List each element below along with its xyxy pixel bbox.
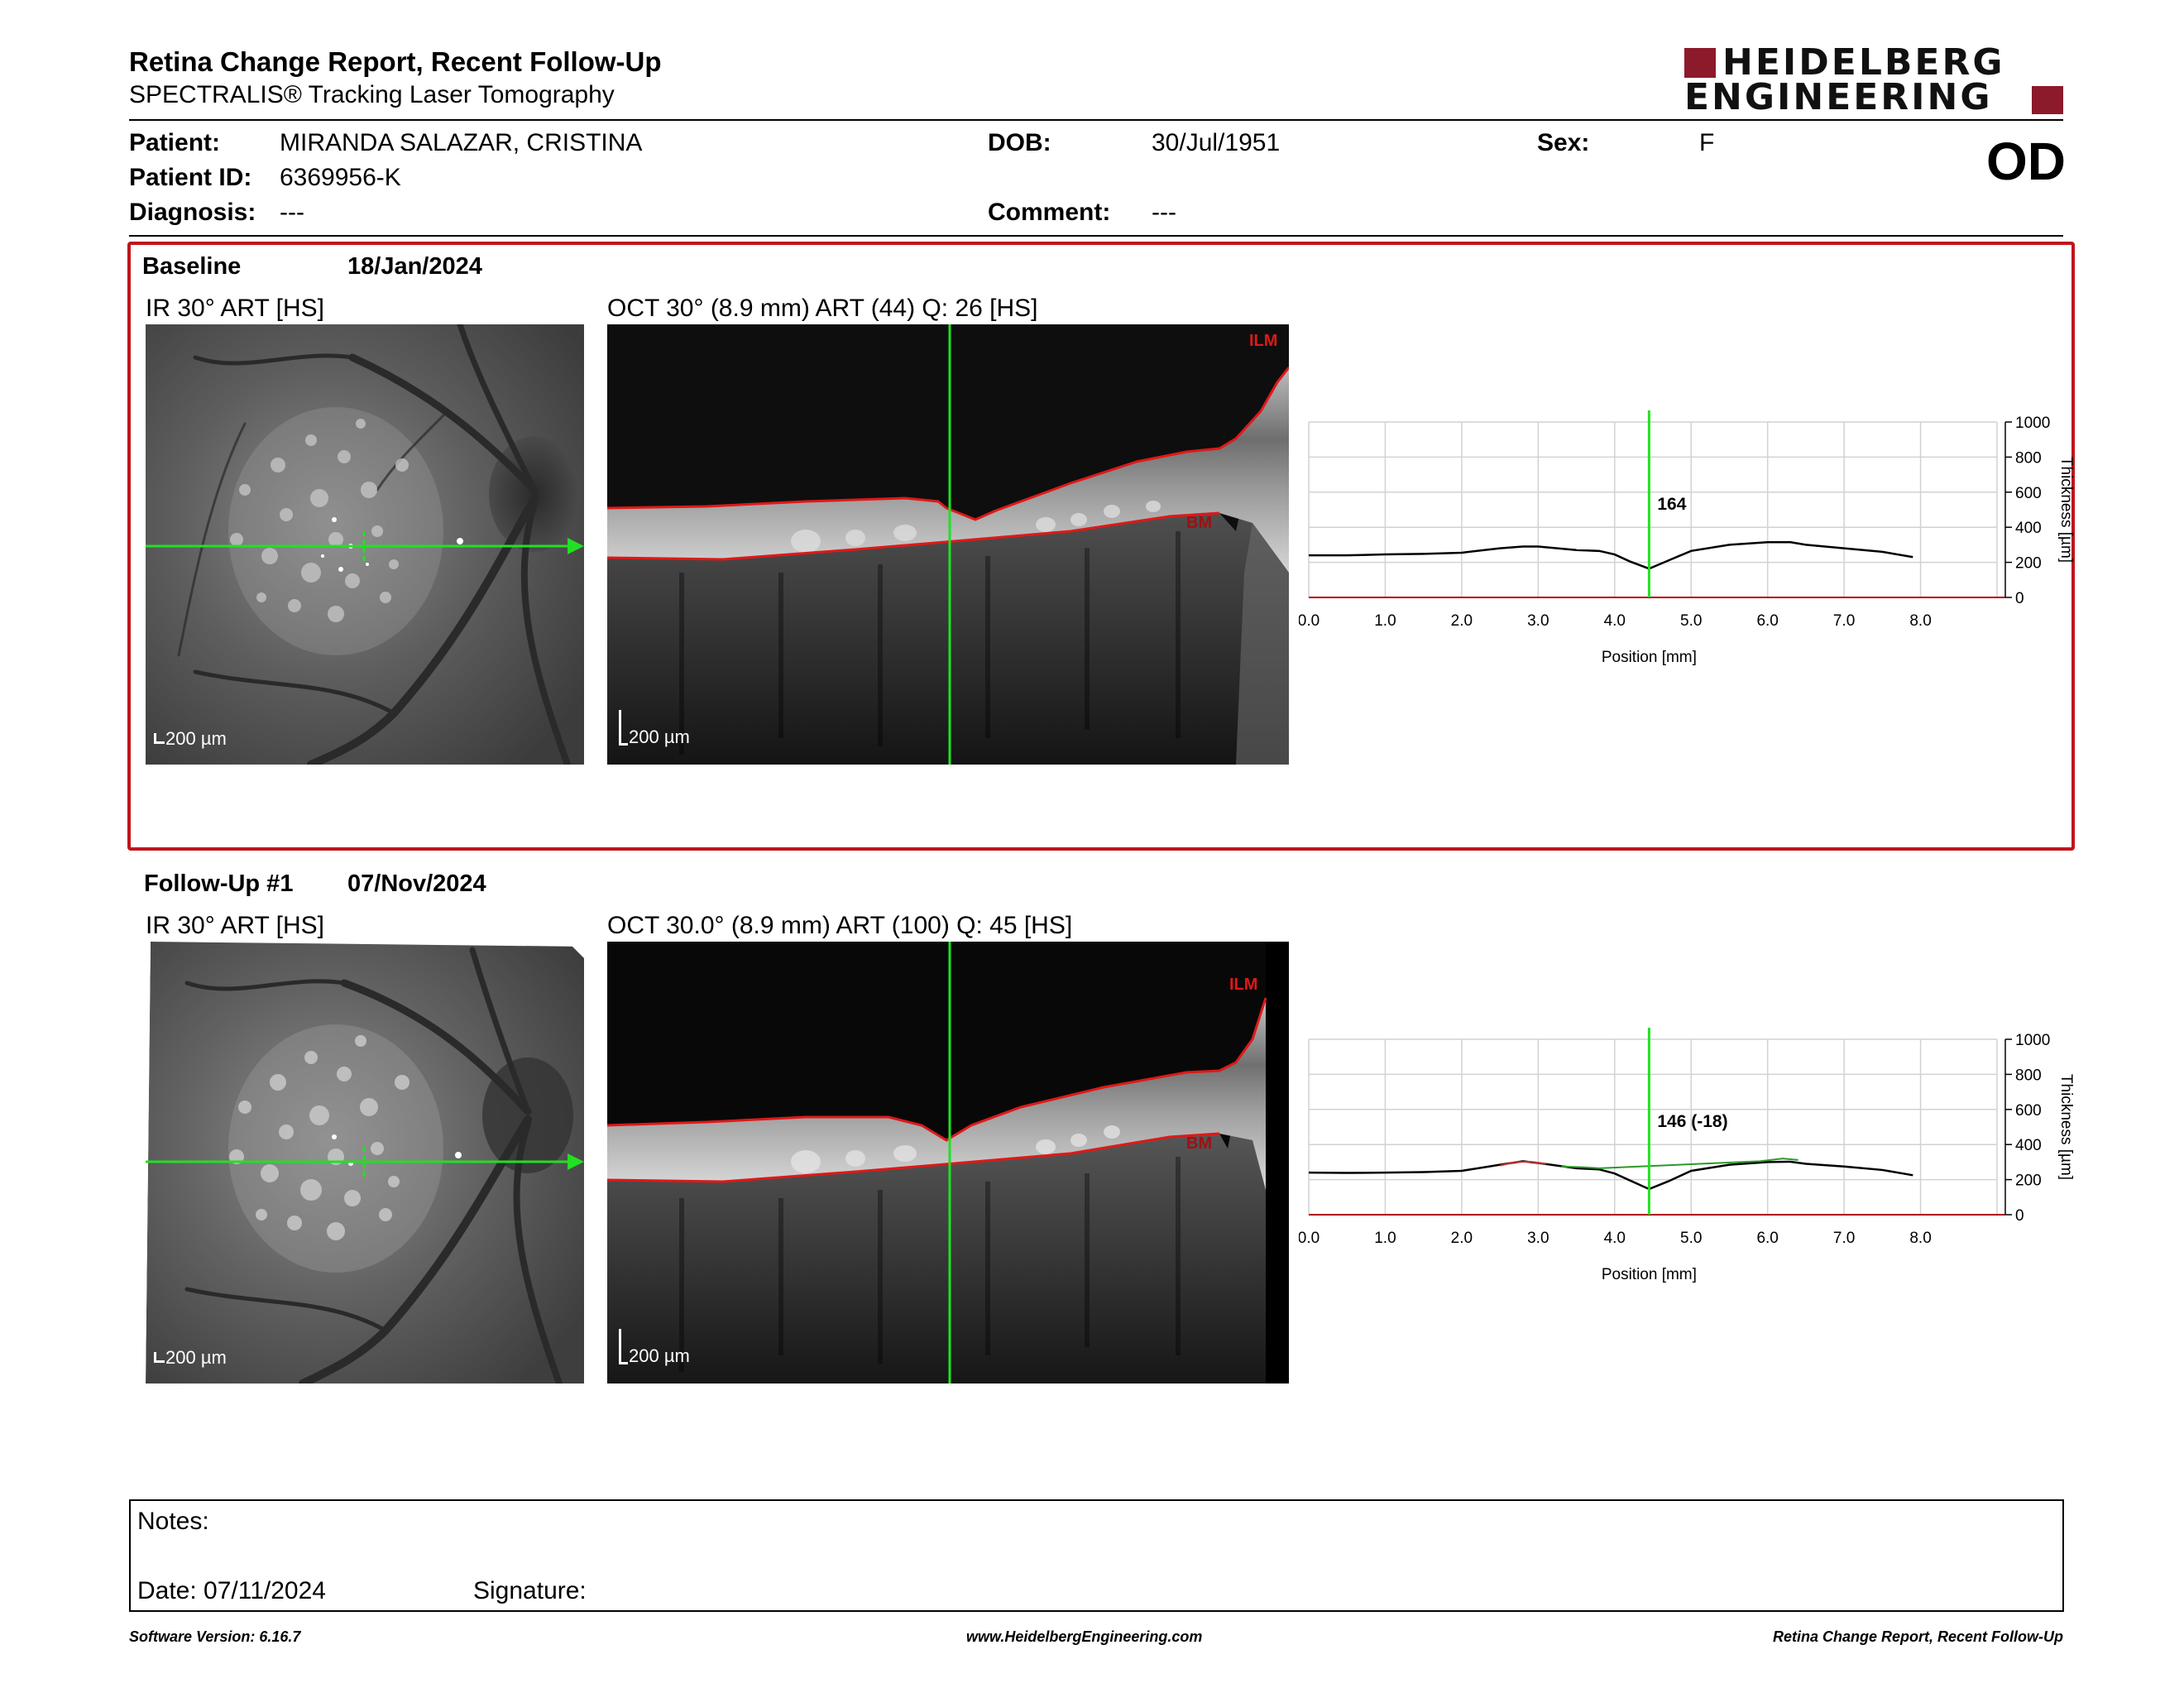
thickness-series-line (1308, 1160, 1913, 1191)
patient-id-label: Patient ID: (129, 164, 252, 191)
baseline-oct-svg: ILM BM (607, 324, 1289, 765)
y-tick-label: 1000 (2015, 415, 2050, 432)
oct-scale-bar (619, 1329, 628, 1364)
x-axis-label: Position [mm] (1602, 649, 1697, 666)
ir-scale-bar (154, 733, 165, 744)
y-axis-label: Thickness [µm] (2057, 1074, 2075, 1180)
y-tick-label: 800 (2015, 1067, 2042, 1084)
x-tick-label: 3.0 (1527, 1230, 1549, 1247)
followup-oct-bscan-image[interactable]: ILM BM 200 µm (607, 942, 1289, 1383)
followup-ir-svg (146, 942, 584, 1383)
baseline-ir-title: IR 30° ART [HS] (146, 295, 324, 322)
x-axis-label: Position [mm] (1602, 1266, 1697, 1283)
cursor-thickness-label: 146 (-18) (1657, 1112, 1727, 1131)
followup-date: 07/Nov/2024 (347, 870, 486, 897)
baseline-thickness-chart: 0 200 400 600 800 1000 0.0 1.0 2.0 3.0 4.0 5.0 6.0 7.… (1299, 410, 2075, 666)
comment-value: --- (1152, 199, 1176, 226)
notes-box: Notes: Date: 07/11/2024 Signature: (129, 1499, 2064, 1612)
y-tick-label: 600 (2015, 1102, 2042, 1120)
x-tick-label: 4.0 (1604, 1230, 1626, 1247)
patient-divider (129, 235, 2063, 237)
dob-label: DOB: (988, 129, 1051, 156)
followup-ir-scale-label: 200 µm (165, 1347, 227, 1368)
x-tick-label: 0.0 (1299, 1230, 1320, 1247)
baseline-ir-fundus-image[interactable]: 200 µm (146, 324, 584, 765)
followup-ilm-label: ILM (1229, 976, 1257, 994)
baseline-section (127, 242, 2075, 851)
y-tick-label: 200 (2015, 1172, 2042, 1190)
baseline-ilm-label: ILM (1249, 332, 1277, 350)
baseline-bm-label: BM (1186, 514, 1212, 532)
sex-value: F (1699, 129, 1715, 156)
x-tick-label: 6.0 (1756, 1230, 1778, 1247)
followup-ir-fundus-image[interactable]: 200 µm (146, 942, 584, 1383)
patient-name: MIRANDA SALAZAR, CRISTINA (280, 129, 643, 156)
patient-label: Patient: (129, 129, 221, 156)
x-tick-label: 2.0 (1451, 612, 1473, 630)
followup-oct-svg: ILM BM (607, 942, 1289, 1383)
logo-text-line1: HEIDELBERG (1722, 41, 2005, 84)
baseline-oct-bscan-image[interactable]: ILM BM 200 µm (607, 324, 1289, 765)
logo-square-bottom (2032, 86, 2063, 114)
followup-ir-title: IR 30° ART [HS] (146, 912, 324, 939)
sex-label: Sex: (1537, 129, 1590, 156)
dob-value: 30/Jul/1951 (1152, 129, 1281, 156)
followup-oct-scale-label: 200 µm (629, 1345, 690, 1366)
baseline-ir-scale-label: 200 µm (165, 728, 227, 749)
diagnosis-value: --- (280, 199, 304, 226)
notes-label: Notes: (137, 1508, 209, 1535)
x-tick-label: 2.0 (1451, 1230, 1473, 1247)
eye-indicator: OD (1986, 132, 2066, 191)
signature-label: Signature: (473, 1577, 587, 1604)
baseline-date: 18/Jan/2024 (347, 253, 482, 280)
x-tick-label: 0.0 (1299, 612, 1320, 630)
thickness-series-line (1561, 1158, 1798, 1169)
x-tick-label: 8.0 (1909, 1230, 1931, 1247)
y-tick-label: 800 (2015, 449, 2042, 467)
header-divider (129, 119, 2063, 121)
x-tick-label: 5.0 (1680, 612, 1702, 630)
report-subtitle: SPECTRALIS® Tracking Laser Tomography (129, 81, 615, 108)
x-tick-label: 7.0 (1833, 612, 1855, 630)
x-tick-label: 8.0 (1909, 612, 1931, 630)
oct-scale-bar (619, 710, 628, 746)
footer-report-name: Retina Change Report, Recent Follow-Up (1772, 1628, 2063, 1645)
report-title: Retina Change Report, Recent Follow-Up (129, 46, 662, 77)
y-tick-label: 1000 (2015, 1032, 2050, 1049)
comment-label: Comment: (988, 199, 1111, 226)
diagnosis-label: Diagnosis: (129, 199, 256, 226)
x-tick-label: 5.0 (1680, 1230, 1702, 1247)
thickness-series-line (1499, 1160, 1546, 1167)
x-tick-label: 7.0 (1833, 1230, 1855, 1247)
followup-oct-title: OCT 30.0° (8.9 mm) ART (100) Q: 45 [HS] (607, 912, 1073, 939)
y-tick-label: 0 (2015, 590, 2024, 607)
thickness-series-line (1309, 540, 1913, 570)
footer-website[interactable]: www.HeidelbergEngineering.com (966, 1628, 1203, 1645)
followup-thickness-chart: 0 200 400 600 800 1000 0.0 1.0 2.0 3.0 4.0 5.0 6.0 7.… (1299, 1028, 2075, 1283)
followup-bm-label: BM (1186, 1134, 1212, 1153)
y-tick-label: 200 (2015, 555, 2042, 573)
logo-text-line2: ENGINEERING (1684, 76, 1993, 118)
x-tick-label: 1.0 (1374, 1230, 1396, 1247)
y-tick-label: 0 (2015, 1207, 2024, 1225)
followup-label: Follow-Up #1 (144, 870, 294, 897)
baseline-oct-title: OCT 30° (8.9 mm) ART (44) Q: 26 [HS] (607, 295, 1038, 322)
notes-date: Date: 07/11/2024 (137, 1577, 326, 1604)
y-tick-label: 400 (2015, 520, 2042, 537)
y-tick-label: 600 (2015, 485, 2042, 502)
x-tick-label: 6.0 (1756, 612, 1778, 630)
footer-software-version: Software Version: 6.16.7 (129, 1628, 301, 1645)
y-tick-label: 400 (2015, 1137, 2042, 1154)
logo-square-top (1684, 48, 1716, 78)
baseline-label: Baseline (142, 253, 242, 280)
y-axis-label: Thickness [µm] (2057, 457, 2075, 563)
baseline-ir-scanline (146, 531, 584, 561)
baseline-oct-scale-label: 200 µm (629, 727, 690, 747)
x-tick-label: 4.0 (1604, 612, 1626, 630)
cursor-thickness-label: 164 (1657, 495, 1686, 514)
patient-id-value: 6369956-K (280, 164, 401, 191)
x-tick-label: 3.0 (1527, 612, 1549, 630)
x-tick-label: 1.0 (1374, 612, 1396, 630)
ir-scale-bar (154, 1352, 165, 1363)
